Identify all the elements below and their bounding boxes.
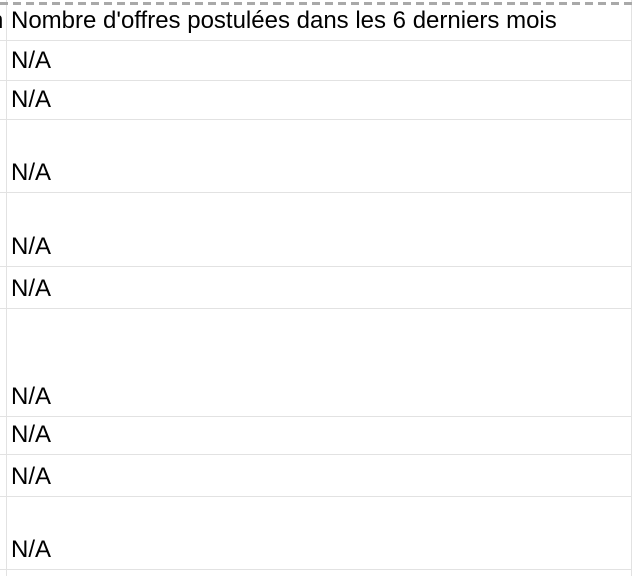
adjacent-column-sliver [0, 81, 7, 120]
partial-row [0, 570, 636, 576]
right-column-sliver [632, 267, 636, 309]
table-row: N/A [0, 193, 636, 267]
adjacent-column-sliver [0, 455, 7, 497]
table-row: N/A [0, 267, 636, 309]
cell-value[interactable]: N/A [7, 120, 632, 193]
adjacent-column-sliver [0, 193, 7, 267]
table-row: N/A [0, 455, 636, 497]
table-row: N/A [0, 309, 636, 417]
right-column-sliver [632, 497, 636, 570]
adjacent-column-sliver [0, 570, 7, 576]
right-column-sliver [632, 570, 636, 576]
cell-value[interactable]: N/A [7, 455, 632, 497]
cell-value[interactable]: N/A [7, 41, 632, 81]
table-row: N/A [0, 417, 636, 455]
adjacent-column-sliver [0, 41, 7, 81]
adjacent-column-sliver [0, 267, 7, 309]
adjacent-column-sliver: n [0, 0, 7, 41]
cell-value[interactable]: N/A [7, 193, 632, 267]
cell-value[interactable]: N/A [7, 267, 632, 309]
table-row: N/A [0, 41, 636, 81]
cell-value[interactable]: N/A [7, 309, 632, 417]
cell-value[interactable]: N/A [7, 81, 632, 120]
table-row: N/A [0, 120, 636, 193]
right-column-sliver [632, 120, 636, 193]
cell-empty[interactable] [7, 570, 632, 576]
table-row: N/A [0, 81, 636, 120]
right-column-sliver [632, 81, 636, 120]
adjacent-column-text-fragment: n [0, 7, 3, 35]
adjacent-column-sliver [0, 497, 7, 570]
cell-value[interactable]: N/A [7, 417, 632, 455]
right-column-sliver [632, 41, 636, 81]
header-cell[interactable]: Nombre d'offres postulées dans les 6 der… [7, 0, 632, 41]
right-column-sliver [632, 309, 636, 417]
cell-value[interactable]: N/A [7, 497, 632, 570]
dashed-selection-border [0, 2, 636, 5]
right-column-sliver [632, 417, 636, 455]
header-row: n Nombre d'offres postulées dans les 6 d… [0, 0, 636, 41]
adjacent-column-sliver [0, 417, 7, 455]
adjacent-column-sliver [0, 120, 7, 193]
right-column-sliver [632, 0, 636, 41]
table-row: N/A [0, 497, 636, 570]
right-column-sliver [632, 193, 636, 267]
right-column-sliver [632, 455, 636, 497]
adjacent-column-sliver [0, 309, 7, 417]
